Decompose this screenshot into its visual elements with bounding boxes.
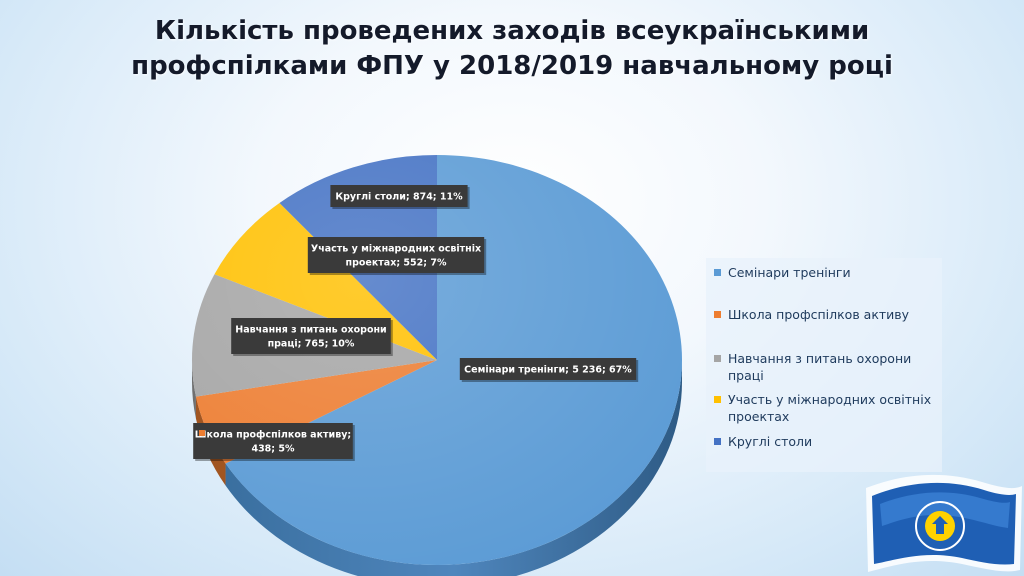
legend-item-seminars: Семінари тренінги (714, 264, 940, 281)
legend-swatch (714, 355, 721, 362)
legend-label: Школа профспілков активу (728, 307, 910, 322)
data-label-text: 438; 5% (251, 444, 295, 455)
page-title: Кількість проведених заходів всеукраїнсь… (60, 14, 964, 84)
school-marker (199, 430, 205, 436)
data-label-text: Семінари тренінги; 5 236; 67% (464, 365, 632, 376)
legend-item-intl: Участь у міжнародних освітніх проектах (714, 391, 940, 425)
data-label-seminars: Семінари тренінги; 5 236; 67% (459, 358, 639, 382)
data-label-intl: Участь у міжнародних освітніх проектах; 5… (307, 237, 487, 275)
data-label-text: Участь у міжнародних освітніх (311, 244, 481, 255)
data-label-text: проектах; 552; 7% (346, 258, 447, 269)
legend-label: Семінари тренінги (728, 265, 851, 280)
title-line-2: профспілками ФПУ у 2018/2019 навчальному… (131, 51, 893, 81)
data-label-roundtables: Круглі столи; 874; 11% (330, 185, 470, 209)
legend-swatch (714, 396, 721, 403)
data-label-text: Навчання з питань охорони (235, 325, 386, 336)
title-line-1: Кількість проведених заходів всеукраїнсь… (154, 16, 870, 46)
legend-item-school: Школа профспілков активу (714, 306, 940, 323)
data-label-safety: Навчання з питань охорони праці; 765; 10% (231, 318, 393, 356)
legend-swatch (714, 269, 721, 276)
legend-item-safety: Навчання з питань охорони праці (714, 350, 940, 384)
legend-item-roundtables: Круглі столи (714, 433, 940, 450)
data-label-text: праці; 765; 10% (268, 339, 355, 350)
legend-label: Навчання з питань охорони праці (728, 351, 912, 383)
data-label-text: Круглі столи; 874; 11% (335, 192, 463, 203)
legend-swatch (714, 438, 721, 445)
chart-legend: Семінари тренінги Школа профспілков актив… (706, 258, 942, 472)
data-label-school: Школа профспілков активу; 438; 5% (193, 423, 355, 461)
legend-label: Участь у міжнародних освітніх проектах (728, 392, 932, 424)
legend-label: Круглі столи (728, 434, 813, 449)
fpu-logo (866, 474, 1022, 572)
pie-data-labels: Семінари тренінги; 5 236; 67% Школа профс… (193, 185, 639, 461)
legend-swatch (714, 311, 721, 318)
data-label-text: Школа профспілков активу; (195, 430, 351, 441)
